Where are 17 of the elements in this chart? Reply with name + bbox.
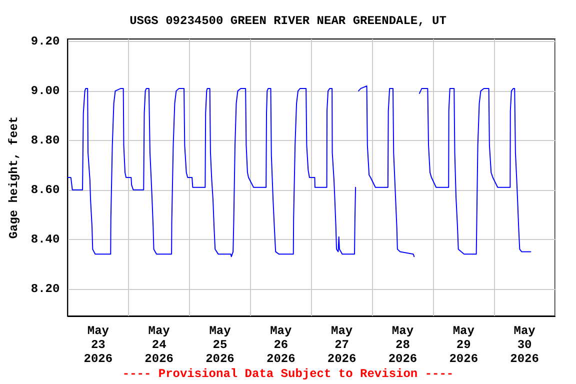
- x-tick-label: May 30 2026: [510, 324, 539, 366]
- x-tick-label: May 27 2026: [327, 324, 356, 366]
- y-tick-label: 9.20: [30, 34, 60, 48]
- y-tick-label: 8.20: [30, 282, 60, 296]
- x-tick-label: May 23 2026: [84, 324, 113, 366]
- x-tick-label: May 28 2026: [388, 324, 418, 366]
- y-tick-label: 8.80: [30, 133, 60, 148]
- y-tick-label: 9.00: [30, 84, 60, 98]
- text: ---- Provisional Data Subject to Revision ----: [122, 367, 454, 381]
- x-tick-label: May 24 2026: [144, 324, 174, 366]
- x-tick-label: May 25 2026: [206, 324, 234, 366]
- y-axis-title: Gage height, feet: [7, 116, 21, 239]
- y-tick-label: 8.40: [30, 232, 60, 246]
- y-tick-label: 8.60: [30, 182, 60, 197]
- x-tick-label: May 26 2026: [266, 324, 296, 366]
- chart-title: USGS 09234500 GREEN RIVER NEAR GREENDALE, UT: [130, 14, 446, 28]
- x-tick-label: May 29 2026: [449, 324, 478, 366]
